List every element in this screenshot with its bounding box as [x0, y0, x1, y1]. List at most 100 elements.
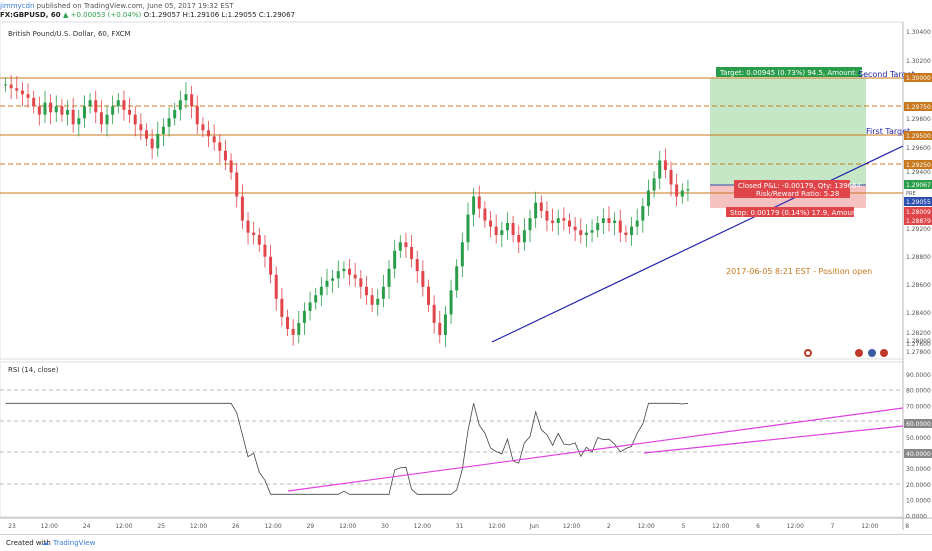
candle-body — [477, 196, 481, 209]
badge-pre-text: PRE — [906, 191, 916, 197]
candle-body — [500, 230, 504, 236]
candle-body — [348, 268, 352, 275]
candle-body — [49, 102, 53, 113]
candle-body — [43, 102, 47, 115]
badge-first-text: 1.29500 — [906, 133, 931, 140]
time-tick-label: 12:00 — [787, 523, 804, 530]
candle-body — [15, 88, 19, 91]
time-tick-label: Jun — [529, 523, 540, 530]
candle-body — [173, 109, 177, 119]
candle-body — [201, 124, 205, 131]
candle-body — [32, 97, 36, 107]
badge-stop-2-text: 1.28879 — [906, 218, 931, 225]
badge-dashed-1-text: 1.29750 — [906, 104, 931, 111]
price-tick-label: 1.30400 — [906, 29, 931, 36]
badge-target — [904, 73, 932, 82]
candle-body — [387, 268, 391, 287]
candle-body — [145, 130, 148, 139]
time-tick-label: 12:00 — [712, 523, 729, 530]
candle-body — [246, 220, 250, 233]
candle-body — [562, 218, 566, 221]
candle-body — [460, 242, 464, 267]
rsi-axis: 90.0000 80.0000 70.0000 60.0000 50.0000 40.00… — [906, 372, 931, 520]
candle-body — [212, 136, 216, 143]
time-tick-label: 5 — [681, 523, 685, 530]
candle-body — [286, 316, 289, 329]
rsi-line — [5, 402, 688, 495]
candle-body — [624, 232, 628, 236]
candle-body — [331, 278, 335, 281]
price-tick-label: 1.27600 — [906, 341, 931, 348]
ohlc-values: O:1.29057 H:1.29106 L:1.29055 C:1.29067 — [143, 11, 296, 19]
time-tick-label: 6 — [756, 523, 760, 530]
candle-body — [635, 220, 639, 227]
candle-body — [99, 112, 103, 125]
rsi-tick-label: 70.0000 — [906, 403, 931, 410]
candle-body — [370, 295, 374, 305]
candle-body — [421, 271, 425, 287]
author-link[interactable]: jimmycdn — [0, 2, 35, 10]
candle-body — [680, 190, 684, 197]
candle-body — [88, 100, 92, 107]
candle-body — [54, 106, 58, 113]
symbol-info: FX:GBPUSD, 60 ▲ +0.00053 (+0.04%) O:1.29… — [0, 11, 700, 19]
candle-body — [534, 202, 538, 219]
candle-body — [663, 160, 667, 171]
event-flag-icon[interactable] — [804, 349, 812, 357]
candle-body — [66, 109, 70, 115]
time-tick-label: 12:00 — [41, 523, 58, 530]
candle-body — [302, 310, 306, 323]
pl-label-bg — [734, 180, 850, 198]
price-tick-label: 1.28000 — [906, 338, 931, 345]
trendline[interactable] — [491, 145, 904, 343]
footer-brand[interactable]: TradingView — [53, 539, 96, 547]
candle-body — [195, 106, 199, 125]
time-tick-label: 12:00 — [339, 523, 356, 530]
candle-body — [641, 206, 645, 221]
target-label: Target: 0.00945 (0.73%) 94.5, Amount: 23… — [719, 69, 888, 77]
time-tick-label: 26 — [232, 523, 240, 530]
time-tick-label: 2 — [607, 523, 611, 530]
footer-created: Created with — [6, 539, 51, 547]
candle-body — [77, 118, 81, 125]
candle-body — [466, 214, 470, 243]
candle-body — [584, 232, 588, 236]
candle-body — [37, 106, 41, 115]
rsi-badge-40-text: 40.0000 — [906, 451, 931, 458]
event-flag-icon-2[interactable] — [855, 349, 888, 357]
rsi-badge-40 — [904, 449, 932, 458]
candle-body — [596, 222, 600, 231]
candle-body — [20, 90, 24, 95]
time-axis: 23 12:00 24 12:00 25 12:00 26 12:00 29 12:00 30 12:… — [8, 523, 909, 530]
candle-body — [178, 100, 182, 110]
candle-body — [111, 106, 115, 115]
candle-body — [60, 106, 64, 115]
badge-current — [904, 180, 932, 189]
target-zone — [710, 78, 866, 185]
badge-first — [904, 131, 932, 140]
price-tick-label: 1.28600 — [906, 282, 931, 289]
candle-body — [128, 109, 132, 115]
candle-body — [381, 286, 385, 299]
candle-body — [314, 295, 318, 303]
price-tick-label: 1.29800 — [906, 116, 931, 123]
time-tick-label: 29 — [307, 523, 315, 530]
stop-label-bg — [726, 207, 854, 217]
rsi-trendline-2[interactable] — [643, 425, 904, 454]
candle-body — [415, 259, 419, 272]
candle-body — [528, 218, 532, 231]
rsi-tick-label: 90.0000 — [906, 372, 931, 379]
rsi-trendline-1[interactable] — [287, 407, 904, 492]
price-tick-label: 1.27800 — [906, 349, 931, 356]
candle-body — [336, 271, 340, 279]
candle-body — [218, 142, 222, 151]
risk-reward-label: Risk/Reward Ratio: 5.28 — [756, 190, 839, 198]
badge-dashed-1 — [904, 102, 932, 111]
target-label-bg — [716, 67, 862, 77]
candle-body — [223, 150, 227, 161]
badge-stop-text: 1.28009 — [906, 209, 931, 216]
rsi-tick-label: 10.0000 — [906, 498, 931, 505]
rsi-tick-label: 20.0000 — [906, 482, 931, 489]
time-tick-label: 12:00 — [637, 523, 654, 530]
